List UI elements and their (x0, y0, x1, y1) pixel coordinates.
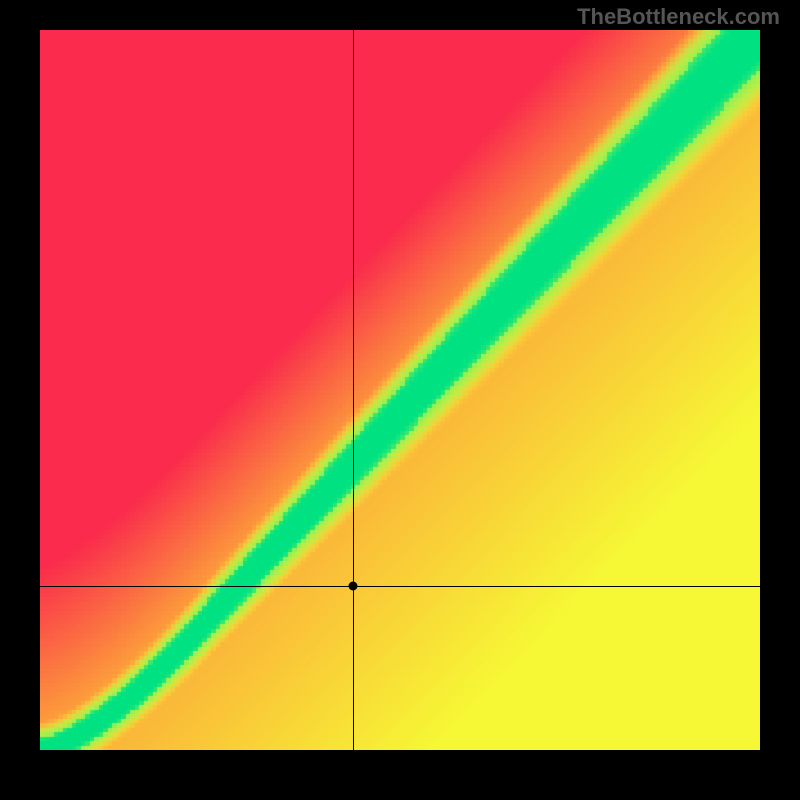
watermark-text: TheBottleneck.com (577, 4, 780, 30)
crosshair-horizontal (40, 586, 760, 587)
heatmap-canvas (40, 30, 760, 750)
crosshair-vertical (353, 30, 354, 750)
heatmap-plot (40, 30, 760, 750)
crosshair-marker (349, 581, 358, 590)
